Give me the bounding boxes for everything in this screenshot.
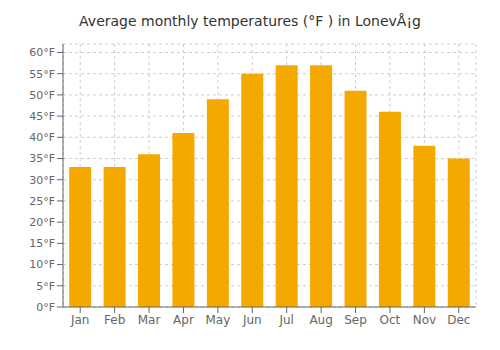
- svg-text:35°F: 35°F: [29, 152, 55, 165]
- svg-text:Nov: Nov: [413, 313, 436, 327]
- svg-text:5°F: 5°F: [36, 280, 55, 293]
- svg-text:20°F: 20°F: [29, 216, 55, 229]
- svg-text:Aug: Aug: [309, 313, 332, 327]
- svg-text:25°F: 25°F: [29, 195, 55, 208]
- svg-text:0°F: 0°F: [36, 301, 55, 314]
- svg-text:Mar: Mar: [138, 313, 161, 327]
- svg-text:45°F: 45°F: [29, 110, 55, 123]
- svg-text:50°F: 50°F: [29, 89, 55, 102]
- svg-text:May: May: [205, 313, 230, 327]
- svg-text:Jun: Jun: [242, 313, 262, 327]
- svg-text:Jan: Jan: [70, 313, 90, 327]
- svg-text:Feb: Feb: [104, 313, 125, 327]
- svg-text:Oct: Oct: [380, 313, 401, 327]
- svg-text:Apr: Apr: [173, 313, 194, 327]
- html-text:Average monthly temperatures (: Average monthly temperatures (°F ) in Lo…: [79, 13, 421, 29]
- svg-text:10°F: 10°F: [29, 258, 55, 271]
- svg-text:55°F: 55°F: [29, 68, 55, 81]
- svg-text:15°F: 15°F: [29, 237, 55, 250]
- svg-text:Dec: Dec: [447, 313, 470, 327]
- svg-text:40°F: 40°F: [29, 131, 55, 144]
- svg-text:Sep: Sep: [344, 313, 367, 327]
- svg-text:30°F: 30°F: [29, 174, 55, 187]
- svg-text:60°F: 60°F: [29, 46, 55, 59]
- svg-text:Jul: Jul: [278, 313, 293, 327]
